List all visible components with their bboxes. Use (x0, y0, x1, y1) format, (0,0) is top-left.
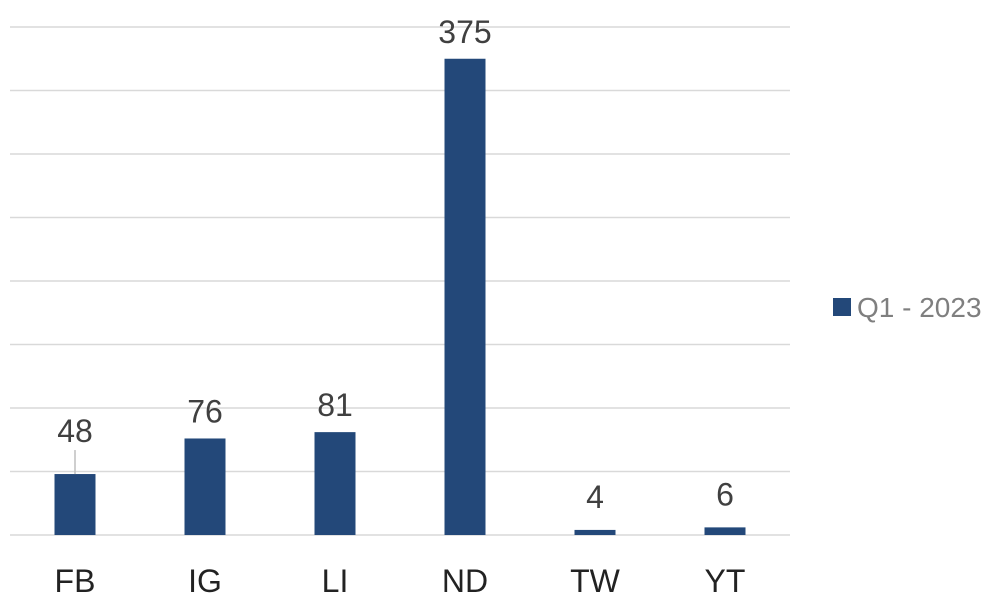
x-tick-label-fb: FB (55, 563, 96, 597)
bar-yt (704, 527, 746, 535)
data-labels: 48 76 81 375 4 6 (57, 14, 734, 515)
data-label-ig: 76 (187, 393, 223, 429)
bar-ig (184, 438, 226, 535)
data-label-li: 81 (317, 387, 353, 423)
gridlines (10, 26, 790, 536)
bar-nd (444, 58, 486, 535)
bars (54, 58, 746, 535)
x-tick-label-tw: TW (570, 563, 621, 597)
x-tick-label-nd: ND (442, 563, 488, 597)
data-label-nd: 375 (438, 14, 491, 50)
x-axis-tick-labels: FB IG LI ND TW YT (55, 563, 746, 597)
x-tick-label-li: LI (322, 563, 349, 597)
x-tick-label-yt: YT (705, 563, 746, 597)
bar-tw (574, 529, 616, 535)
data-label-fb: 48 (57, 413, 93, 449)
data-label-yt: 6 (716, 476, 734, 512)
x-tick-label-ig: IG (188, 563, 222, 597)
legend: Q1 - 2023 (833, 292, 982, 323)
legend-swatch (833, 298, 851, 316)
legend-label: Q1 - 2023 (857, 292, 982, 323)
bar-li (314, 432, 356, 535)
bar-fb (54, 474, 96, 535)
data-label-tw: 4 (586, 479, 604, 515)
